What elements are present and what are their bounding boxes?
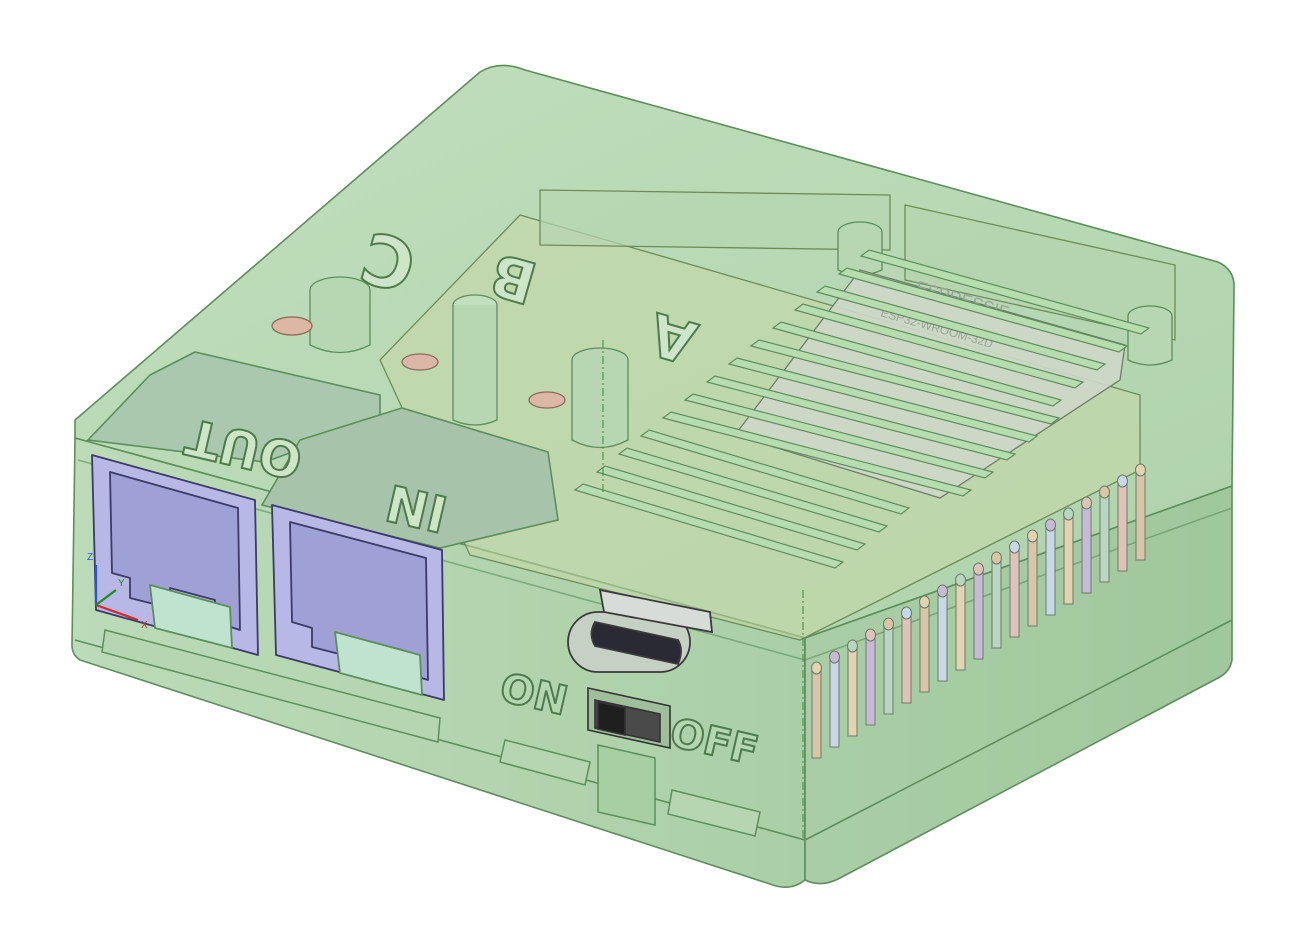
header-pin-tip bbox=[1063, 507, 1074, 521]
triad-axis-y bbox=[95, 589, 117, 606]
header-pin-tip bbox=[991, 551, 1002, 565]
header-pin-tip bbox=[955, 573, 966, 587]
vent-slot bbox=[749, 339, 1061, 425]
rj-jack-out-opening bbox=[109, 471, 241, 631]
vent-slot bbox=[573, 483, 845, 569]
header-pin bbox=[955, 579, 966, 671]
rj-jack-in-contacts bbox=[334, 631, 423, 696]
header-pin bbox=[829, 656, 840, 748]
leds bbox=[271, 316, 566, 409]
header-pin bbox=[847, 645, 858, 737]
header-pin-tip bbox=[937, 584, 948, 598]
vent-slot bbox=[617, 447, 889, 533]
triad-label-z: Z bbox=[87, 552, 93, 563]
triad-label-y: Y bbox=[118, 578, 125, 589]
triad-label-x: X bbox=[141, 620, 148, 631]
header-pin-tip bbox=[919, 595, 930, 609]
header-pin-tip bbox=[829, 650, 840, 664]
header-pin bbox=[919, 601, 930, 693]
vent-slot bbox=[727, 357, 1039, 443]
lid-vent-slots bbox=[573, 249, 1151, 569]
header-pin bbox=[1009, 546, 1020, 638]
header-pin bbox=[1081, 502, 1092, 594]
usb-port-opening bbox=[590, 620, 682, 666]
clip-recess-left bbox=[101, 629, 441, 743]
header-pin-tip bbox=[847, 639, 858, 653]
vent-slot bbox=[771, 321, 1063, 407]
standoffs bbox=[309, 221, 1173, 449]
usb-connector-shell bbox=[598, 588, 714, 634]
switch-knob bbox=[597, 701, 626, 736]
vent-slot bbox=[859, 249, 1151, 335]
header-pin bbox=[901, 612, 912, 704]
rj-jack-out[interactable] bbox=[91, 454, 259, 656]
header-pin-tip bbox=[1081, 496, 1092, 510]
header-pin-tip bbox=[1009, 540, 1020, 554]
coordinate-triad: Z Y X bbox=[87, 552, 148, 631]
header-pin-tip bbox=[811, 661, 822, 675]
vent-slot bbox=[837, 267, 1129, 353]
header-pin bbox=[1027, 535, 1038, 627]
module-block-right bbox=[904, 204, 1176, 341]
lid-seam-right bbox=[804, 619, 1233, 841]
rj-jack-in[interactable] bbox=[271, 504, 445, 701]
usb-port[interactable] bbox=[567, 588, 714, 673]
front-notch bbox=[597, 744, 656, 826]
header-pin bbox=[883, 623, 894, 715]
vent-slot bbox=[595, 465, 867, 551]
header-pins bbox=[811, 463, 1146, 759]
header-pin-tip bbox=[1045, 518, 1056, 532]
vent-slot bbox=[793, 303, 1085, 389]
header-pin bbox=[811, 667, 822, 759]
header-pin-tip bbox=[1135, 463, 1146, 477]
vent-slot bbox=[639, 429, 911, 515]
clip-recess-right bbox=[667, 789, 761, 837]
header-pin bbox=[865, 634, 876, 726]
header-pin bbox=[1117, 480, 1128, 572]
rj-housings bbox=[86, 351, 559, 549]
vent-slot bbox=[815, 285, 1107, 371]
clip-recess-center bbox=[499, 739, 591, 786]
header-pin-tip bbox=[901, 606, 912, 620]
header-pin bbox=[1045, 524, 1056, 616]
header-pin bbox=[937, 590, 948, 682]
header-pin-tip bbox=[1027, 529, 1038, 543]
header-pin-tip bbox=[1099, 485, 1110, 499]
in-housing-top bbox=[260, 407, 559, 549]
header-pin bbox=[1135, 469, 1146, 561]
header-pin-tip bbox=[1117, 474, 1128, 488]
vent-slot bbox=[661, 411, 973, 497]
power-switch[interactable] bbox=[587, 687, 671, 749]
vent-slot bbox=[705, 375, 1017, 461]
port-label-in: IN bbox=[381, 473, 453, 543]
header-pin-tip bbox=[973, 562, 984, 576]
header-pin bbox=[1099, 491, 1110, 583]
rj-jack-out-contacts bbox=[149, 584, 233, 649]
header-pin bbox=[991, 557, 1002, 649]
vent-slot bbox=[683, 393, 995, 479]
header-pin-tip bbox=[865, 628, 876, 642]
header-pin bbox=[973, 568, 984, 660]
header-pin-tip bbox=[883, 617, 894, 631]
module-block bbox=[539, 189, 891, 251]
header-pin bbox=[1063, 513, 1074, 605]
clip-recesses bbox=[101, 629, 761, 837]
triad-axis-x bbox=[95, 603, 139, 622]
